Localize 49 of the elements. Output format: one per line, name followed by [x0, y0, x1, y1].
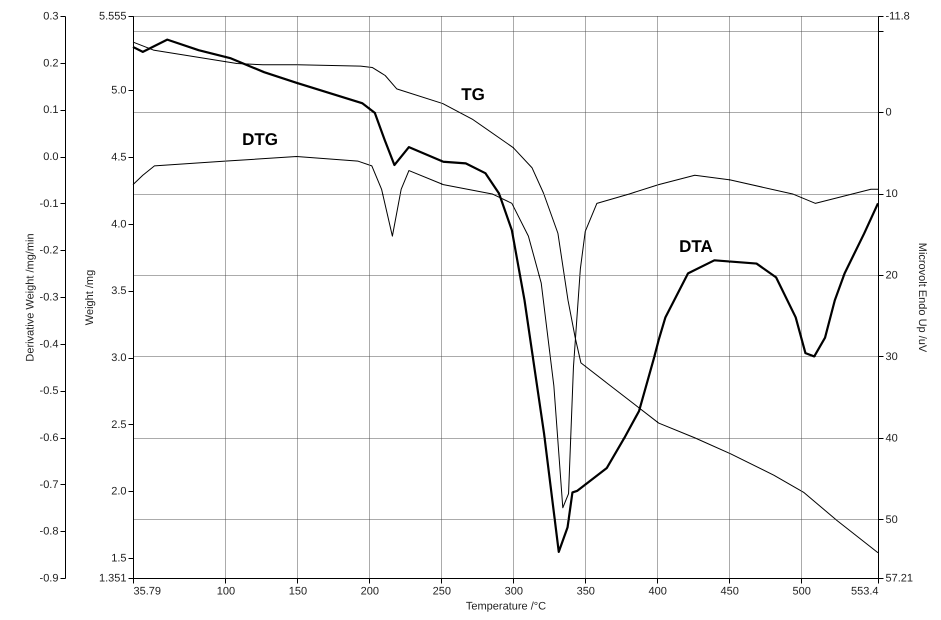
series-label: DTG: [242, 130, 278, 149]
x-tick-label: 150: [288, 586, 308, 598]
y2-tick-label: -11.8: [886, 10, 910, 22]
y3-tick-label: -0.3: [40, 292, 58, 304]
y2-tick-label: 50: [886, 514, 898, 526]
y3-tick-label: 0.3: [43, 10, 58, 22]
y3-tick-label: -0.7: [40, 478, 58, 491]
y3-axis-title: Derivative Weight /mg/min: [24, 233, 37, 362]
y-tick-label: 3.0: [111, 352, 126, 364]
y3-tick-label: -0.4: [40, 338, 58, 350]
y-tick-label: 2.5: [111, 418, 126, 431]
x-tick-label: 400: [648, 586, 667, 598]
y3-tick-label: -0.5: [40, 385, 58, 398]
y-tick-label: 4.5: [111, 152, 126, 164]
y-tick-label: 3.5: [111, 285, 126, 298]
y3-tick-label: 0.0: [43, 151, 58, 163]
y3-tick-label: 0.1: [43, 104, 58, 116]
x-tick-label: 250: [432, 586, 451, 598]
y2-tick-label: 30: [886, 350, 898, 363]
y2-tick-label: 10: [886, 188, 898, 200]
y-tick-label: 1.5: [111, 552, 126, 565]
y3-tick-label: 0.2: [43, 57, 58, 70]
y-tick-label: 1.351: [98, 572, 126, 584]
x-tick-label: 100: [216, 586, 236, 598]
y-tick-label: 2.0: [111, 486, 126, 498]
y2-axis-title: Microvolt Endo Up /uV: [916, 242, 928, 353]
y2-tick-label: 0: [886, 106, 892, 119]
series-label: DTA: [679, 237, 713, 256]
y2-tick-label: 20: [886, 269, 898, 282]
y-tick-label: 4.0: [111, 218, 126, 230]
x-tick-label: 450: [720, 586, 739, 598]
x-axis-title: Temperature /°C: [466, 600, 546, 612]
x-tick-label: 500: [792, 586, 811, 598]
y3-tick-label: -0.6: [40, 432, 58, 444]
y3-tick-label: -0.1: [40, 198, 58, 210]
x-tick-label: 553.4: [850, 586, 878, 598]
y2-tick-label: 40: [886, 432, 898, 444]
x-tick-label: 35.79: [134, 586, 162, 598]
y-tick-label: 5.0: [111, 84, 126, 97]
y-tick-label: 5.555: [98, 10, 126, 22]
y3-tick-label: -0.9: [40, 572, 58, 584]
x-tick-label: 350: [576, 586, 595, 598]
y-axis-title: Weight /mg: [84, 270, 96, 326]
series-label: TG: [461, 85, 485, 104]
y3-tick-label: -0.2: [40, 244, 58, 257]
y2-tick-label: 57.21: [886, 572, 914, 584]
x-tick-label: 300: [504, 586, 523, 598]
y3-tick-label: -0.8: [40, 526, 58, 538]
x-tick-label: 200: [360, 586, 380, 598]
